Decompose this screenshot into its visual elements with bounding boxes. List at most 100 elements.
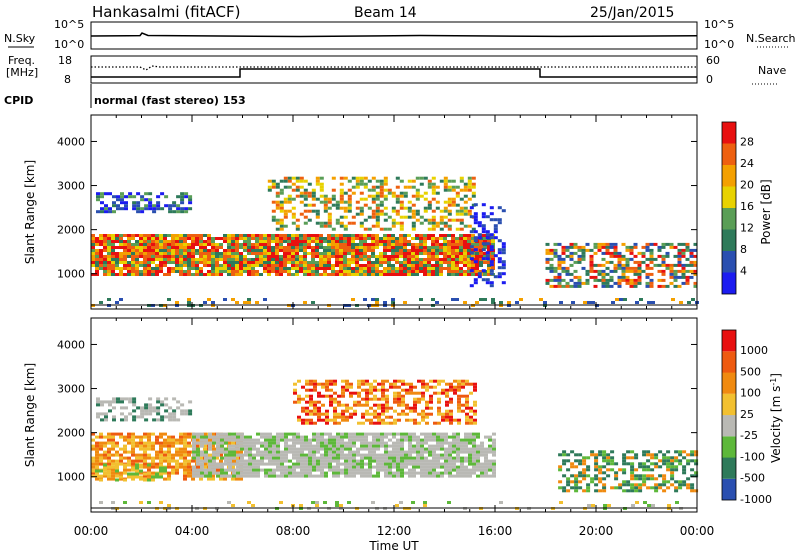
range-cell	[107, 267, 111, 270]
range-cell	[256, 465, 260, 469]
range-cell	[615, 298, 619, 301]
range-cell	[175, 459, 179, 463]
range-cell	[411, 185, 416, 189]
range-cell	[311, 191, 316, 195]
range-cell	[211, 258, 215, 261]
range-cell	[235, 246, 239, 249]
range-cell	[400, 432, 404, 436]
range-cell	[95, 270, 99, 273]
range-cell	[323, 255, 327, 258]
range-cell	[263, 270, 267, 273]
range-cell	[428, 444, 432, 448]
colorbar-swatch	[722, 351, 736, 373]
range-cell	[440, 435, 444, 439]
range-cell	[135, 472, 139, 476]
range-cell	[123, 501, 127, 504]
range-cell	[115, 264, 119, 267]
range-cell	[319, 176, 324, 180]
range-cell	[484, 462, 488, 466]
range-cell	[307, 182, 312, 186]
range-cell	[187, 468, 191, 472]
range-cell	[271, 209, 276, 213]
range-cell	[375, 191, 380, 195]
range-cell	[625, 245, 630, 249]
range-cell	[156, 397, 161, 401]
range-cell	[199, 456, 203, 460]
range-cell	[363, 182, 368, 186]
range-cell	[401, 400, 405, 404]
range-cell	[565, 254, 570, 258]
range-cell	[456, 468, 460, 472]
range-cell	[135, 475, 139, 479]
range-cell	[319, 273, 323, 276]
range-cell	[171, 258, 175, 261]
range-cell	[365, 394, 369, 398]
range-cell	[333, 418, 337, 422]
range-cell	[601, 284, 606, 288]
range-cell	[291, 264, 295, 267]
range-cell	[367, 179, 372, 183]
freq-left-tick-top: 18	[58, 54, 72, 67]
range-cell	[317, 391, 321, 395]
range-cell	[473, 421, 477, 425]
range-cell	[619, 298, 623, 301]
range-cell	[387, 273, 391, 276]
range-cell	[119, 459, 123, 463]
range-cell	[651, 504, 655, 507]
range-cell	[379, 179, 384, 183]
range-cell	[259, 264, 263, 267]
range-cell	[391, 258, 395, 261]
range-cell	[243, 261, 247, 264]
range-cell	[191, 267, 195, 270]
range-cell	[409, 388, 413, 392]
range-cell	[119, 298, 123, 301]
range-cell	[479, 243, 483, 246]
range-cell	[357, 403, 361, 407]
range-cell	[455, 203, 460, 207]
range-cell	[267, 237, 271, 240]
range-cell	[327, 212, 332, 216]
range-cell	[131, 462, 135, 466]
range-cell	[557, 281, 562, 285]
range-cell	[345, 385, 349, 389]
range-cell	[637, 275, 642, 279]
range-cell	[431, 224, 436, 228]
range-cell	[641, 269, 646, 273]
range-cell	[204, 456, 208, 460]
range-cell	[179, 237, 183, 240]
range-cell	[239, 264, 243, 267]
range-cell	[578, 462, 583, 466]
range-cell	[435, 249, 439, 252]
range-cell	[223, 261, 227, 264]
range-cell	[443, 221, 448, 225]
range-cell	[369, 397, 373, 401]
range-cell	[283, 240, 287, 243]
range-cell	[411, 224, 416, 228]
range-cell	[311, 301, 315, 304]
range-cell	[139, 255, 143, 258]
range-cell	[589, 254, 594, 258]
range-cell	[431, 176, 436, 180]
range-cell	[139, 261, 143, 264]
range-cell	[360, 444, 364, 448]
range-cell	[131, 246, 135, 249]
range-cell	[582, 468, 587, 472]
range-cell	[424, 456, 428, 460]
range-cell	[103, 456, 107, 460]
range-cell	[364, 462, 368, 466]
range-cell	[155, 264, 159, 267]
range-cell	[100, 412, 104, 416]
range-cell	[646, 474, 651, 478]
range-cell	[304, 438, 308, 442]
range-cell	[395, 246, 399, 249]
range-cell	[376, 471, 380, 475]
range-cell	[384, 444, 388, 448]
range-cell	[435, 258, 439, 261]
range-cell	[464, 435, 468, 439]
range-cell	[393, 409, 397, 413]
range-cell	[116, 198, 120, 202]
range-cell	[673, 254, 678, 258]
range-cell	[191, 240, 195, 243]
range-cell	[243, 246, 247, 249]
range-cell	[283, 212, 288, 216]
